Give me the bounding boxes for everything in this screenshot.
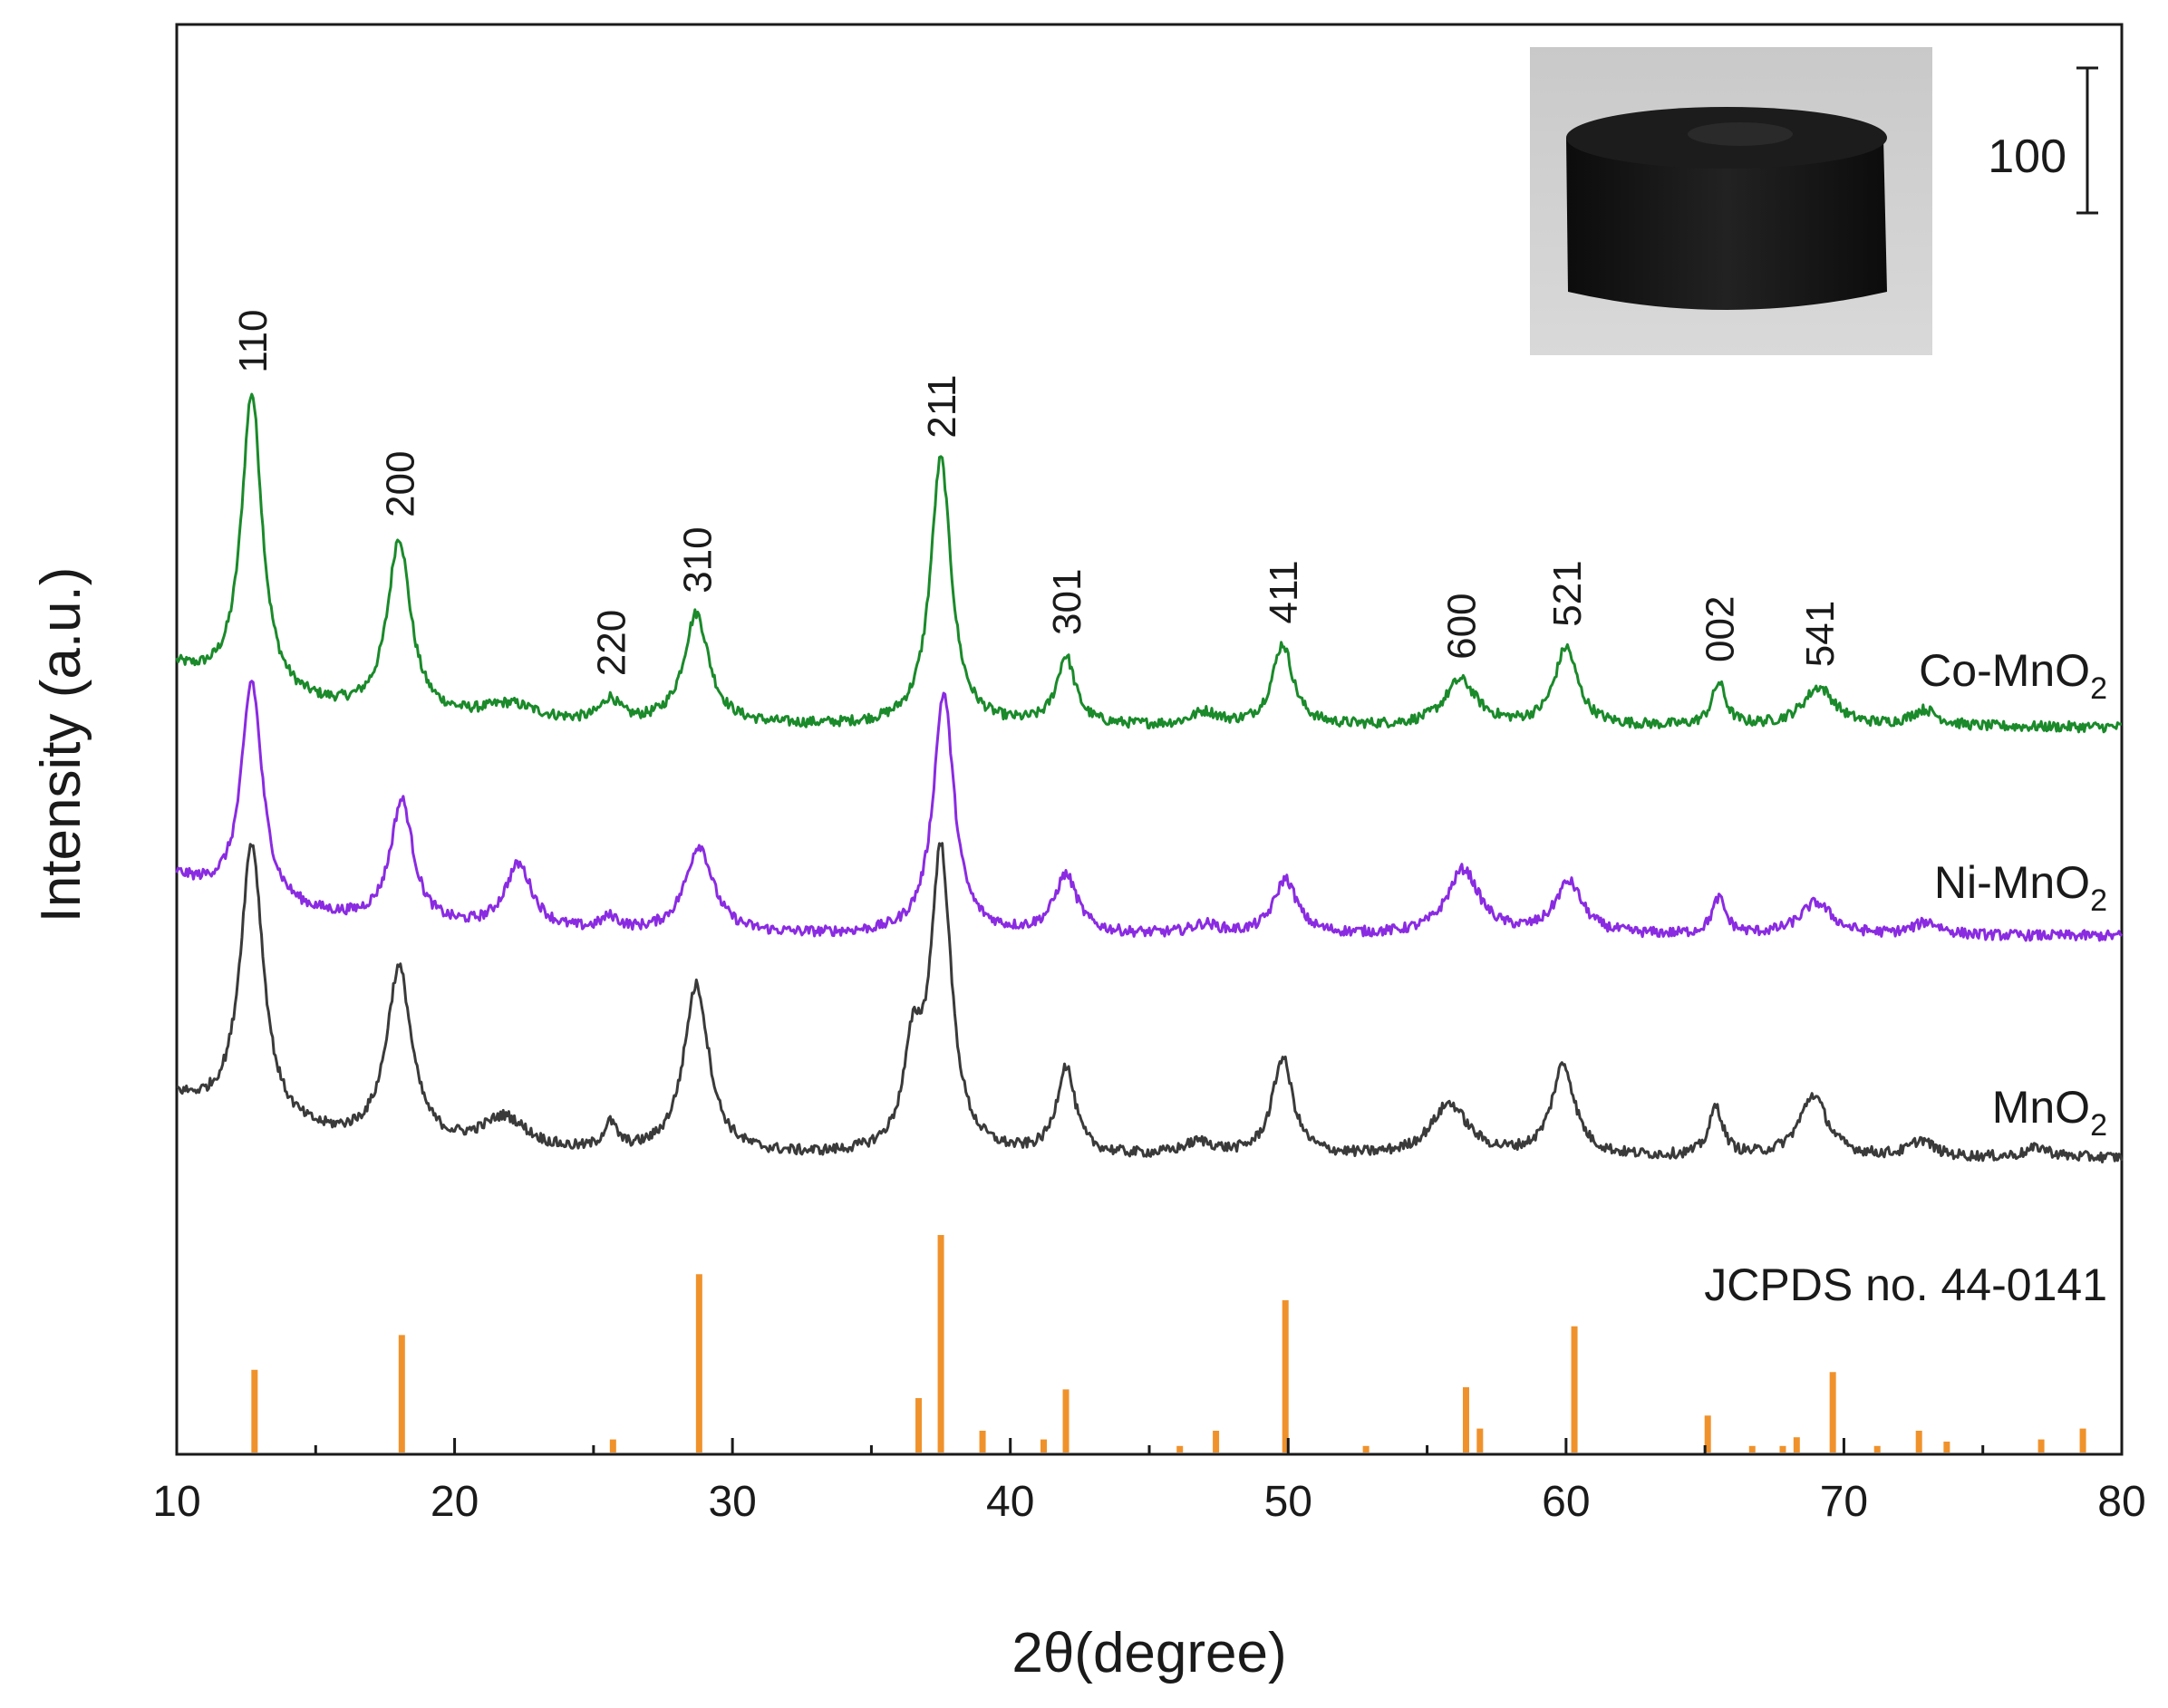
x-tick-label: 30 bbox=[708, 1478, 756, 1526]
x-tick-label: 80 bbox=[2097, 1478, 2145, 1526]
x-tick-label: 50 bbox=[1264, 1478, 1312, 1526]
peak-label-411: 411 bbox=[1262, 560, 1306, 623]
scale-bar-label: 100 bbox=[1988, 130, 2066, 183]
x-axis-ticks bbox=[175, 1438, 2124, 1454]
trace-Co-MnO2 bbox=[175, 392, 2122, 734]
x-axis-tick-labels: 10 20 30 40 50 60 70 80 bbox=[152, 1478, 2145, 1526]
peak-label-211: 211 bbox=[920, 375, 964, 439]
pellet-body bbox=[1566, 138, 1887, 310]
peak-label-301: 301 bbox=[1045, 569, 1089, 635]
peak-label-110: 110 bbox=[231, 310, 276, 373]
peak-label-200: 200 bbox=[378, 451, 422, 517]
peak-label-220: 220 bbox=[589, 610, 634, 676]
peak-labels: 110 200 220 310 211 301 411 600 521 002 541 bbox=[231, 310, 1843, 677]
peak-label-541: 541 bbox=[1798, 601, 1843, 667]
series-labels: Co-MnO2 Ni-MnO2 MnO2 bbox=[1919, 645, 2107, 1143]
x-tick-label: 10 bbox=[152, 1478, 200, 1526]
scale-bar: 100 bbox=[1988, 66, 2098, 215]
trace-Ni-MnO2 bbox=[175, 680, 2123, 942]
traces bbox=[175, 392, 2124, 1163]
x-axis-label: 2θ(degree) bbox=[1011, 1622, 1286, 1684]
trace-MnO2 bbox=[176, 842, 2124, 1163]
peak-label-521: 521 bbox=[1545, 560, 1590, 626]
series-label-Ni-MnO2: Ni-MnO2 bbox=[1934, 857, 2107, 918]
reference-lines bbox=[251, 1235, 2086, 1452]
x-tick-label: 70 bbox=[1820, 1478, 1868, 1526]
series-label-MnO2: MnO2 bbox=[1992, 1082, 2107, 1143]
sample-photo-inset bbox=[1530, 47, 1932, 355]
x-tick-label: 40 bbox=[986, 1478, 1034, 1526]
pellet-top-dimple bbox=[1688, 122, 1793, 146]
x-tick-label: 20 bbox=[431, 1478, 479, 1526]
x-tick-label: 60 bbox=[1542, 1478, 1590, 1526]
peak-label-002: 002 bbox=[1699, 596, 1743, 662]
peak-label-600: 600 bbox=[1439, 593, 1484, 659]
reference-label: JCPDS no. 44-0141 bbox=[1704, 1259, 2107, 1310]
series-label-Co-MnO2: Co-MnO2 bbox=[1919, 645, 2107, 706]
peak-label-310: 310 bbox=[675, 526, 720, 593]
y-axis-label: Intensity (a.u.) bbox=[30, 567, 92, 923]
